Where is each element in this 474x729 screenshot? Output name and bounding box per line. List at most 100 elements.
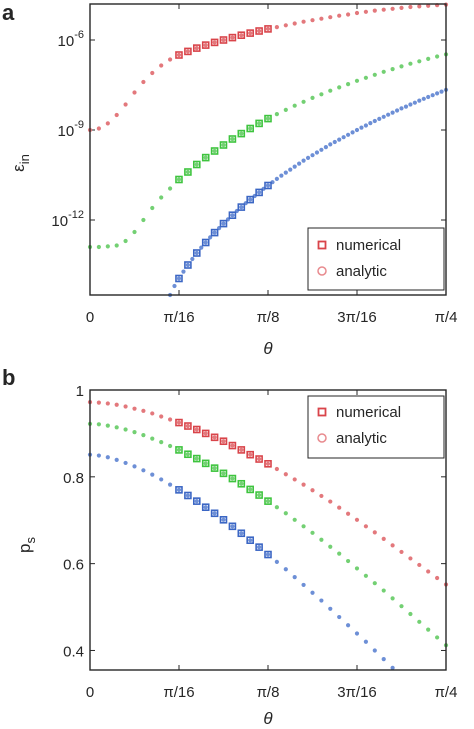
- panel-a-analytic-point-red: [123, 102, 128, 107]
- panel-b-analytic-point-green: [105, 423, 110, 428]
- panel-a-analytic-point-red: [167, 57, 173, 62]
- panel-a-analytic-point-blue: [386, 112, 391, 117]
- panel-b-ytick-label: 1: [76, 383, 84, 400]
- panel-b-analytic-point-green: [230, 476, 235, 481]
- panel-b-analytic-point-green: [221, 471, 226, 476]
- panel-b-analytic-point-green: [283, 511, 288, 516]
- panel-a-analytic-point-blue: [412, 100, 417, 105]
- panel-a-analytic-point-green: [381, 69, 386, 74]
- panel-a-analytic-point-green: [230, 136, 235, 142]
- panel-a-analytic-point-red: [221, 37, 226, 43]
- legend-analytic-label: analytic: [336, 430, 387, 447]
- panel-b-analytic-point-blue: [194, 499, 199, 504]
- panel-a-numerical-point-green: [246, 124, 254, 133]
- panel-b-numerical-point-red: [175, 418, 183, 427]
- panel-a-legend: numerical analytic: [307, 227, 445, 291]
- panel-a-analytic-point-green: [399, 64, 404, 69]
- panel-b-analytic-point-green: [372, 581, 377, 586]
- panel-a-numerical-point-blue: [237, 203, 246, 211]
- panel-a-analytic-point-blue: [257, 190, 262, 195]
- panel-a-numerical-point-red: [201, 41, 210, 49]
- panel-b-numerical-point-blue: [228, 522, 237, 531]
- panel-a-analytic-point-red: [132, 90, 137, 95]
- panel-b-numerical-point-green: [184, 450, 192, 459]
- panel-a-xlabel: θ: [263, 339, 273, 358]
- panel-a-numerical-point-green: [175, 175, 183, 184]
- panel-b-analytic-point-blue: [123, 460, 128, 466]
- panel-b-analytic-point-red: [354, 517, 360, 522]
- panel-a-analytic-point-red: [194, 46, 199, 51]
- panel-a-analytic-point-red: [257, 28, 262, 34]
- panel-a-analytic-point-red: [105, 121, 110, 126]
- panel-b-analytic-point-green: [345, 558, 351, 564]
- panel-a-analytic-point-red: [96, 126, 101, 131]
- panel-a-analytic-point-green: [194, 162, 199, 167]
- panel-a-numerical-point-green: [210, 147, 219, 155]
- panel-b-analytic-point-red: [301, 482, 306, 487]
- panel-b-analytic-point-green: [248, 487, 253, 492]
- panel-a-analytic-point-red: [176, 52, 182, 58]
- panel-a-numerical-point-blue: [192, 249, 201, 257]
- panel-b-legend-box: [307, 395, 445, 459]
- panel-b-ytick-label: 0.6: [63, 557, 84, 574]
- panel-b-analytic-point-blue: [167, 482, 173, 487]
- panel-a-analytic-point-blue: [221, 221, 226, 226]
- panel-b-xtick-label: π/16: [163, 684, 194, 701]
- panel-a-analytic-point-red: [212, 40, 217, 45]
- panel-b-numerical-point-blue: [246, 536, 254, 545]
- panel-b-numerical-point-green: [246, 485, 254, 494]
- panel-b-ylabel: ps: [15, 537, 38, 553]
- panel-b-analytic-series: [87, 400, 449, 670]
- panel-a-numerical-point-green: [219, 141, 228, 149]
- panel-b-analytic-point-red: [426, 569, 431, 574]
- panel-b-analytic-point-red: [239, 447, 244, 453]
- panel-a-analytic-point-green: [435, 54, 440, 59]
- panel-a-analytic-point-green: [328, 88, 333, 93]
- panel-a-analytic-point-red: [408, 4, 413, 10]
- panel-a-analytic-point-blue: [363, 123, 369, 128]
- panel-a-analytic-point-red: [399, 5, 404, 10]
- panel-a-analytic-point-green: [212, 148, 217, 154]
- panel-b-analytic-point-red: [283, 472, 288, 477]
- panel-a-numerical-point-blue: [219, 219, 228, 228]
- panel-b-analytic-point-green: [123, 427, 128, 432]
- panel-b-analytic-point-green: [435, 635, 440, 640]
- panel-a-analytic-point-blue: [439, 89, 444, 94]
- panel-a-legend-box: [307, 227, 445, 291]
- panel-b-analytic-point-blue: [141, 468, 146, 473]
- panel-a-analytic-point-blue: [368, 121, 373, 126]
- panel-a-numerical-point-green: [255, 119, 263, 128]
- panel-a-ylabel-sub: in: [17, 154, 32, 164]
- panel-a-analytic-point-red: [203, 43, 208, 48]
- panel-a-analytic-point-red: [390, 6, 395, 11]
- panel-a-analytic-point-blue: [181, 269, 186, 274]
- panel-b-axes: 0 π/16 π/8 3π/16 π/4 1 0.8 0.6 0.4: [63, 383, 457, 701]
- panel-a-analytic-point-green: [301, 99, 306, 104]
- panel-b-analytic-point-green: [390, 596, 395, 601]
- panel-a-analytic-point-red: [230, 35, 235, 40]
- panel-b-analytic-point-blue: [328, 606, 333, 611]
- panel-a-analytic-point-blue: [314, 150, 320, 155]
- panel-a-analytic-point-blue: [403, 104, 409, 109]
- panel-a-analytic-point-blue: [381, 114, 386, 119]
- panel-b-numerical-point-red: [219, 437, 228, 446]
- panel-b-numerical-point-green: [255, 491, 263, 499]
- panel-a-numerical-point-green: [264, 114, 272, 123]
- panel-b-analytic-point-blue: [301, 582, 306, 588]
- panel-a-analytic-point-red: [363, 9, 369, 14]
- panel-b-analytic-point-green: [363, 573, 369, 578]
- panel-a-numerical-point-blue: [246, 195, 254, 204]
- panel-b-analytic-point-red: [176, 420, 182, 425]
- panel-b-analytic-point-blue: [114, 457, 119, 462]
- panel-a-analytic-point-blue: [279, 173, 284, 178]
- panel-a-analytic-point-red: [185, 49, 191, 54]
- panel-a-analytic-point-blue: [194, 250, 199, 256]
- panel-a-numerical-point-red: [210, 38, 219, 47]
- panel-b-ylabel-main: p: [15, 544, 34, 553]
- panel-b-analytic-point-green: [239, 481, 244, 486]
- panel-b-analytic-point-red: [345, 511, 351, 516]
- panel-b-numerical-point-blue: [175, 486, 183, 494]
- panel-b-analytic-point-blue: [337, 614, 342, 620]
- panel-a-analytic-point-blue: [421, 96, 426, 101]
